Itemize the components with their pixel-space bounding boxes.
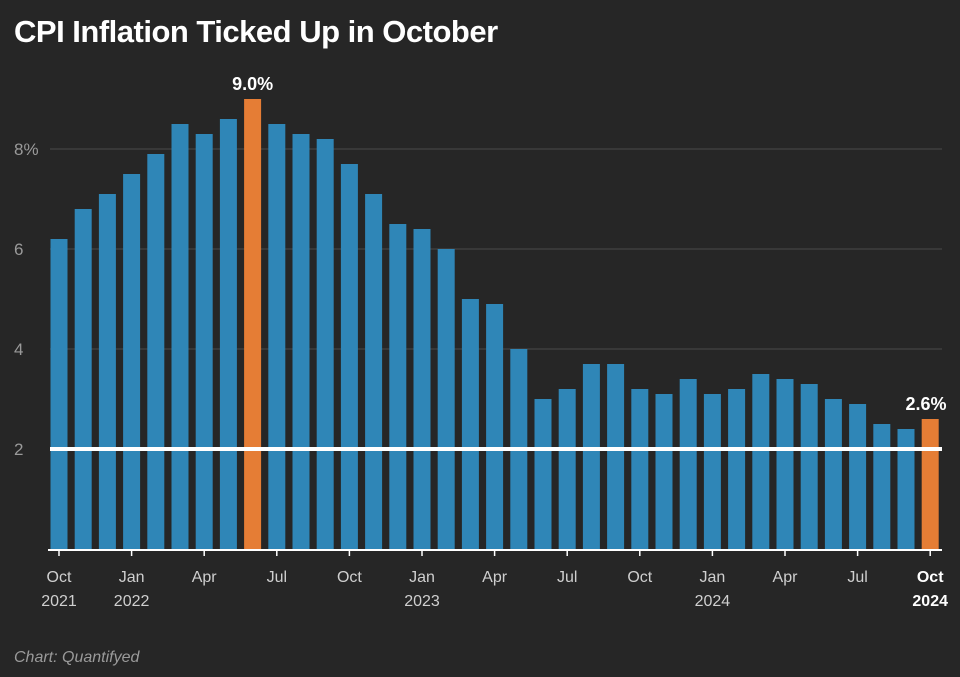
x-axis: Oct 2021 Jan 2022 Apr Jul Oct Jan 2023 Apr Jul Oct J… <box>41 549 948 610</box>
bar <box>534 399 552 549</box>
x-tick-label-month: Jan <box>409 569 435 586</box>
x-tick-label-month: Oct <box>47 569 72 586</box>
bar <box>873 424 891 549</box>
y-tick-label: 4 <box>14 340 23 359</box>
bar <box>824 399 842 549</box>
bar <box>268 124 286 549</box>
bar <box>607 364 625 549</box>
data-labels: 9.0% 2.6% <box>232 74 946 414</box>
bar <box>558 389 576 549</box>
bar <box>123 174 141 549</box>
highlighted-bar <box>244 99 262 549</box>
bar <box>655 394 673 549</box>
bar <box>679 379 697 549</box>
x-tick-label-year: 2022 <box>114 593 150 610</box>
data-label: 9.0% <box>232 74 273 94</box>
chart-credit: Chart: Quantifyed <box>14 649 140 666</box>
y-tick-label: 2 <box>14 440 23 459</box>
bar <box>292 134 310 549</box>
bar <box>74 209 92 549</box>
bar <box>728 389 746 549</box>
bar <box>437 249 455 549</box>
bar <box>631 389 649 549</box>
bar <box>365 194 383 549</box>
bar <box>171 124 189 549</box>
bar <box>219 119 237 549</box>
bars <box>50 99 939 549</box>
bar <box>703 394 721 549</box>
bar <box>897 429 915 549</box>
bar <box>413 229 431 549</box>
y-tick-label: 6 <box>14 240 23 259</box>
bar <box>461 299 479 549</box>
bar <box>316 139 334 549</box>
bar <box>582 364 600 549</box>
bar <box>50 239 68 549</box>
x-tick-label-year: 2021 <box>41 593 77 610</box>
bar <box>486 304 504 549</box>
bar <box>389 224 407 549</box>
bar <box>800 384 818 549</box>
x-tick-label-month: Jan <box>119 569 145 586</box>
x-tick-label-month: Jul <box>847 569 867 586</box>
bar <box>195 134 213 549</box>
bar <box>147 154 165 549</box>
x-tick-label-month: Apr <box>192 569 218 586</box>
bar <box>776 379 794 549</box>
x-tick-label-year: 2024 <box>695 593 731 610</box>
data-label: 2.6% <box>905 394 946 414</box>
highlighted-bar <box>921 419 939 549</box>
x-tick-label-month: Oct <box>917 569 944 586</box>
bar <box>98 194 116 549</box>
x-tick-label-year: 2024 <box>912 593 948 610</box>
x-tick-label-month: Jan <box>700 569 726 586</box>
x-tick-label-month: Apr <box>482 569 508 586</box>
x-tick-label-month: Jul <box>267 569 287 586</box>
bar <box>340 164 358 549</box>
x-tick-label-month: Oct <box>627 569 652 586</box>
x-tick-label-year: 2023 <box>404 593 440 610</box>
x-tick-label-month: Apr <box>773 569 799 586</box>
chart-title: CPI Inflation Ticked Up in October <box>14 14 498 49</box>
x-tick-label-month: Jul <box>557 569 577 586</box>
y-tick-label: 8% <box>14 140 39 159</box>
bar <box>849 404 867 549</box>
bar <box>752 374 770 549</box>
x-tick-label-month: Oct <box>337 569 362 586</box>
